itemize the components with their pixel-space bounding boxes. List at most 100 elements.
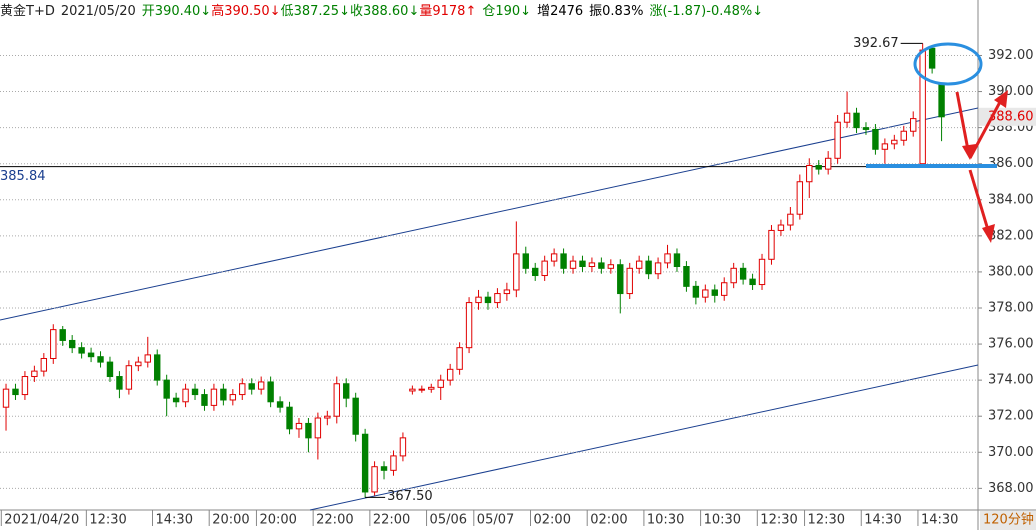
candle-body: [437, 379, 444, 388]
header-field: 收388.60↓: [350, 4, 419, 19]
candle-body: [711, 289, 718, 296]
y-tick-label: 378.00: [988, 300, 1034, 315]
last-price-label: 388.60: [988, 109, 1034, 124]
header-field: 涨(-1.87)-0.48%↓: [649, 4, 763, 19]
instrument: 黄金T+D: [0, 3, 55, 19]
y-tick-label: 380.00: [988, 264, 1034, 279]
candle-body: [59, 329, 66, 341]
candle-body: [68, 339, 76, 349]
candle-body: [172, 397, 180, 403]
candle-body: [295, 422, 303, 430]
arrow: [955, 91, 970, 151]
candle-body: [333, 383, 340, 417]
x-tick-label: 02:00: [590, 513, 627, 528]
candle-body: [229, 394, 237, 401]
candle-body: [815, 165, 822, 170]
annotation-label: 392.67: [853, 36, 899, 51]
candle-body: [456, 347, 463, 370]
candle-body: [40, 357, 48, 372]
candle-body: [324, 415, 331, 419]
candle-body: [361, 433, 369, 493]
candle-body: [31, 370, 38, 378]
trend-line: [309, 364, 979, 511]
candle-body: [928, 47, 936, 69]
y-tick-label: 370.00: [988, 445, 1034, 460]
candle-body: [12, 388, 19, 396]
x-tick-label: 10:30: [647, 513, 684, 528]
arrow: [968, 169, 990, 231]
candle-body: [418, 388, 426, 391]
candle-body: [673, 253, 681, 268]
x-tick-label: 14:30: [156, 513, 193, 528]
arrows: [955, 90, 1008, 243]
y-tick-label: 392.00: [988, 48, 1034, 63]
header-field: 振0.83%: [589, 4, 643, 19]
candle-body: [210, 388, 218, 406]
candle-body: [692, 285, 700, 298]
candle-body: [97, 356, 104, 363]
y-tick-label: 384.00: [988, 192, 1034, 207]
arrow: [968, 101, 1002, 159]
candle-body: [702, 289, 709, 298]
candle-body: [465, 302, 473, 349]
x-tick-label: 12:30: [760, 513, 797, 528]
candle-body: [872, 128, 879, 150]
candle-body: [276, 401, 284, 408]
x-tick-label: 05/06: [430, 513, 467, 528]
candle-body: [409, 388, 416, 392]
candle-body: [824, 157, 832, 170]
candle-body: [843, 112, 851, 123]
candle-body: [135, 361, 142, 367]
candle-body: [50, 329, 57, 359]
candle-body: [484, 296, 492, 304]
x-tick-label: 14:30: [864, 513, 901, 528]
candle-body: [475, 296, 482, 304]
candle-body: [654, 262, 662, 275]
candle-body: [853, 112, 860, 129]
candle-body: [919, 49, 926, 165]
candle-body: [579, 260, 586, 268]
header-field: 仓190↓: [482, 4, 531, 19]
candle-body: [588, 262, 596, 268]
candle-body: [664, 253, 671, 264]
candle-body: [201, 394, 208, 406]
candle-body: [106, 361, 114, 378]
candle-body: [371, 466, 378, 493]
candle-body: [191, 388, 199, 396]
candle-body: [399, 437, 407, 457]
candle-body: [220, 388, 227, 401]
x-tick-label: 20:00: [259, 513, 296, 528]
candle-body: [645, 260, 652, 275]
candle-body: [305, 422, 312, 439]
x-tick-label: 2021/04/20: [4, 513, 79, 528]
candle-body: [550, 253, 558, 262]
header-field: 低387.25↓: [281, 4, 350, 19]
date: 2021/05/20: [61, 4, 136, 19]
candle-body: [739, 267, 747, 280]
candle-body: [352, 397, 359, 435]
x-tick-label: 12:30: [808, 513, 845, 528]
x-tick-label: 22:00: [316, 513, 353, 528]
y-tick-label: 374.00: [988, 373, 1034, 388]
candle-body: [116, 376, 123, 390]
x-tick-label: 12:30: [89, 513, 126, 528]
candle-body: [428, 386, 435, 390]
candle-body: [522, 253, 529, 269]
arrow-head: [982, 224, 995, 243]
candle-body: [267, 381, 274, 403]
candle-body: [380, 466, 388, 471]
candle-body: [87, 352, 95, 358]
candle-body: [154, 354, 161, 381]
x-tick-label: 10:30: [704, 513, 741, 528]
candle-body: [314, 417, 322, 439]
candle-body: [598, 262, 605, 269]
candle-body: [758, 258, 766, 286]
header: 黄金T+D 2021/05/20 开390.40↓高390.50↓低387.25↓收…: [0, 3, 763, 19]
candle-body: [683, 266, 690, 287]
level-label: 385.84: [0, 169, 46, 184]
candle-body: [513, 253, 520, 291]
y-tick-label: 372.00: [988, 409, 1034, 424]
header-field: 增2476: [537, 4, 583, 19]
candle-body: [900, 130, 907, 141]
